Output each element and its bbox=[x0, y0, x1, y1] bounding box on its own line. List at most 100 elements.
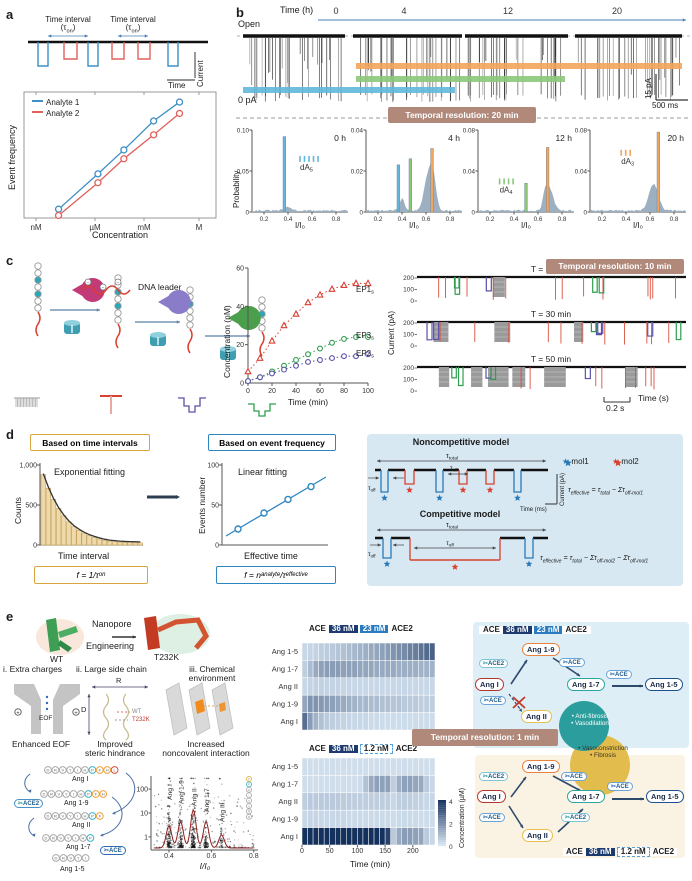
svg-text:R: R bbox=[248, 810, 251, 814]
svg-text:100: 100 bbox=[362, 388, 374, 395]
svg-text:0.04: 0.04 bbox=[575, 169, 588, 176]
e-ace-scissors-pill: ✂ACE bbox=[100, 846, 126, 855]
a-legend-analyte2: Analyte 2 bbox=[32, 109, 79, 118]
svg-text:0.6: 0.6 bbox=[308, 216, 317, 223]
svg-text:20: 20 bbox=[236, 342, 244, 349]
d-formula-2: f = n analyte/τ effective bbox=[216, 566, 336, 584]
svg-text:0: 0 bbox=[246, 388, 250, 395]
b-probability-label: Probability bbox=[232, 170, 241, 208]
d-current-axis-label: Current (pA) bbox=[560, 472, 566, 506]
d-competitive-title: Competitive model bbox=[419, 509, 501, 519]
e-colorbar-label: Concentration (µM) bbox=[459, 787, 466, 848]
svg-text:20 h: 20 h bbox=[667, 133, 684, 143]
pathway2-node-ang17: Ang 1-7 bbox=[567, 790, 605, 803]
svg-text:0.8: 0.8 bbox=[558, 216, 567, 223]
pathway2-ace2-pill-1: ✂ACE2 bbox=[479, 772, 509, 781]
svg-text:R: R bbox=[54, 768, 57, 773]
svg-text:0.8: 0.8 bbox=[446, 216, 455, 223]
svg-text:0: 0 bbox=[359, 210, 363, 217]
svg-text:0.4: 0.4 bbox=[284, 216, 293, 223]
panel-e-label: e bbox=[6, 609, 14, 624]
svg-text:0.4: 0.4 bbox=[622, 216, 631, 223]
b-temporal-resolution-badge: Temporal resolution: 20 min bbox=[388, 107, 536, 123]
svg-text:0.6: 0.6 bbox=[534, 216, 543, 223]
svg-text:20: 20 bbox=[268, 388, 276, 395]
svg-text:V: V bbox=[248, 804, 250, 808]
e-i-label: i. Extra charges bbox=[3, 664, 63, 674]
svg-text:τoff: τoff bbox=[446, 540, 454, 548]
e-scatter-xlabel: I/I₀ bbox=[199, 861, 211, 871]
e-wt-label: WT bbox=[50, 654, 64, 664]
svg-text:Ang III: Ang III bbox=[220, 802, 227, 822]
scissors-icon: ✂ bbox=[18, 801, 24, 807]
svg-text:τoff: τoff bbox=[368, 551, 376, 559]
svg-text:V: V bbox=[61, 768, 64, 773]
e-engineering-label: Engineering bbox=[86, 641, 135, 651]
svg-text:Y: Y bbox=[69, 768, 72, 773]
svg-text:P: P bbox=[248, 783, 250, 787]
svg-text:R: R bbox=[62, 856, 65, 861]
svg-text:2: 2 bbox=[449, 822, 453, 829]
d-mol1-legend: ★ mol1 bbox=[562, 457, 589, 466]
e-eof-label: EOF bbox=[39, 715, 53, 722]
svg-text:Ang 1-7: Ang 1-7 bbox=[204, 788, 211, 812]
svg-text:100: 100 bbox=[136, 787, 148, 794]
pathway2-gold-circle-text: • Vasoconstriction • Fibrosis bbox=[578, 745, 628, 759]
e-caption-eof: Enhanced EOF bbox=[12, 739, 71, 749]
svg-text:60: 60 bbox=[316, 388, 324, 395]
svg-text:0.4: 0.4 bbox=[510, 216, 519, 223]
svg-text:τtotal: τtotal bbox=[446, 453, 458, 462]
svg-text:0.05: 0.05 bbox=[237, 169, 250, 176]
svg-text:I: I bbox=[77, 814, 78, 819]
d-mol2-legend: ★ mol2 bbox=[612, 457, 639, 466]
d-events-number-label: Events number bbox=[197, 476, 207, 534]
svg-text:0.08: 0.08 bbox=[463, 128, 476, 135]
b-zero-pa-label: 0 pA bbox=[238, 95, 257, 105]
svg-text:40: 40 bbox=[236, 304, 244, 311]
analyte2-line-swatch bbox=[32, 111, 43, 113]
svg-text:Ang 1-9: Ang 1-9 bbox=[179, 780, 186, 804]
svg-text:F: F bbox=[95, 792, 98, 797]
pathway1-node-ang15: Ang 1-5 bbox=[645, 678, 683, 691]
svg-text:12: 12 bbox=[503, 6, 513, 16]
svg-text:dA3: dA3 bbox=[621, 157, 634, 168]
svg-text:500: 500 bbox=[25, 503, 37, 510]
c-ylabel: Concentration (nM) bbox=[222, 305, 232, 378]
svg-text:Ang I: Ang I bbox=[167, 784, 174, 800]
d-exponential-fitting-label: Exponential fitting bbox=[54, 467, 126, 477]
svg-text:Ang 1-7: Ang 1-7 bbox=[272, 780, 298, 789]
svg-text:50: 50 bbox=[326, 848, 334, 855]
pathway1-node-ang17: Ang 1-7 bbox=[567, 678, 605, 691]
svg-text:0: 0 bbox=[33, 543, 37, 550]
svg-text:D: D bbox=[43, 792, 46, 797]
svg-text:0: 0 bbox=[240, 381, 244, 388]
svg-text:mM: mM bbox=[137, 223, 151, 232]
b-open-label: Open bbox=[238, 19, 261, 29]
svg-text:100: 100 bbox=[207, 463, 219, 470]
svg-text:I: I bbox=[85, 856, 86, 861]
svg-text:0.04: 0.04 bbox=[351, 128, 364, 135]
svg-text:Ang II: Ang II bbox=[278, 797, 298, 806]
svg-text:I: I bbox=[75, 836, 76, 841]
svg-text:200: 200 bbox=[403, 275, 414, 282]
svg-text:R: R bbox=[52, 836, 55, 841]
svg-text:H: H bbox=[80, 792, 83, 797]
svg-text:F: F bbox=[248, 777, 250, 781]
svg-text:0.8: 0.8 bbox=[332, 216, 341, 223]
svg-text:0.4: 0.4 bbox=[398, 216, 407, 223]
e-chain-label-angI: Ang I bbox=[72, 776, 89, 783]
svg-text:P: P bbox=[87, 792, 90, 797]
svg-text:100: 100 bbox=[403, 287, 414, 294]
svg-text:Ang 1-7: Ang 1-7 bbox=[272, 665, 298, 674]
svg-text:−: − bbox=[102, 285, 105, 291]
svg-text:80: 80 bbox=[340, 388, 348, 395]
b-hist2-xlabel: I/I₀ bbox=[409, 221, 419, 230]
svg-text:F: F bbox=[99, 768, 102, 773]
svg-text:10: 10 bbox=[140, 811, 148, 818]
svg-text:100: 100 bbox=[403, 377, 414, 384]
svg-text:+: + bbox=[74, 710, 77, 716]
analyte1-line-swatch bbox=[32, 100, 43, 102]
pathway1-node-angII: Ang II bbox=[521, 710, 552, 723]
